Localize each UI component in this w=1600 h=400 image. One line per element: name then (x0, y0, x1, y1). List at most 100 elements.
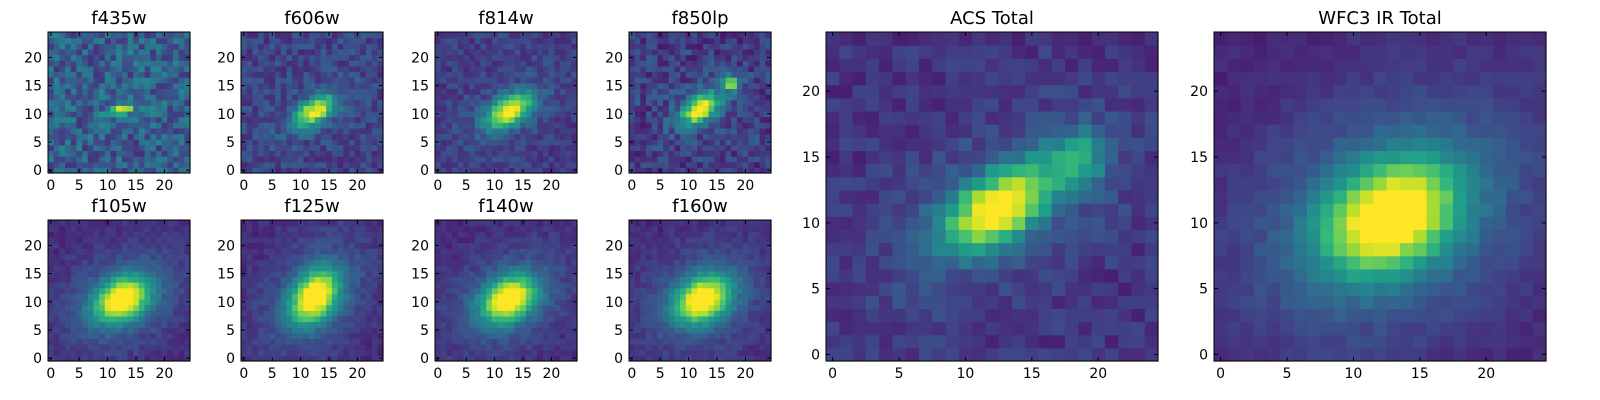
heatmap-cell (514, 321, 521, 328)
heatmap-cell (252, 327, 259, 334)
heatmap-cell (497, 150, 504, 157)
heatmap-cell (377, 282, 384, 289)
heatmap-cell (178, 88, 185, 95)
x-tick-label: 5 (462, 178, 471, 194)
heatmap-cell (491, 327, 499, 334)
heatmap-cell (759, 99, 766, 106)
heatmap-cell (121, 156, 129, 163)
heatmap-cell (629, 332, 636, 340)
heatmap-cell (646, 304, 653, 311)
heatmap-cell (320, 231, 327, 238)
heatmap-cell (736, 77, 744, 84)
heatmap-cell (542, 144, 550, 152)
heatmap-cell (150, 349, 157, 356)
heatmap-cell (457, 105, 464, 112)
heatmap-cell (446, 43, 453, 50)
heatmap-cell (263, 315, 270, 323)
heatmap-cell (748, 82, 755, 89)
heatmap-cell (314, 298, 322, 306)
heatmap-cell (246, 349, 253, 356)
heatmap-cell (565, 282, 572, 289)
heatmap-cell (629, 127, 636, 135)
heatmap-cell (76, 349, 83, 356)
heatmap-cell (144, 236, 151, 244)
heatmap-cell (348, 225, 356, 232)
heatmap-cell (548, 242, 555, 249)
heatmap-cell (155, 150, 163, 157)
heatmap-cell (634, 43, 641, 50)
heatmap-cell (714, 287, 721, 294)
heatmap-cell (554, 287, 561, 294)
heatmap-cell (486, 298, 493, 306)
heatmap-cell (269, 77, 276, 84)
heatmap-cell (697, 122, 704, 129)
heatmap-cell (548, 161, 555, 168)
heatmap-cell (343, 327, 350, 334)
heatmap-cell (708, 139, 715, 146)
heatmap-cell (138, 270, 146, 277)
heatmap-cell (99, 248, 106, 255)
heatmap-cell (525, 71, 533, 78)
heatmap-cell (99, 253, 106, 261)
heatmap-cell (377, 105, 384, 112)
heatmap-cell (371, 54, 378, 61)
heatmap-cell (531, 248, 538, 255)
heatmap-cell (759, 88, 766, 95)
heatmap-cell (708, 82, 715, 89)
heatmap-cell (48, 105, 55, 112)
heatmap-cell (360, 242, 367, 249)
heatmap-cell (640, 65, 647, 73)
heatmap-cell (508, 48, 516, 56)
heatmap-cell (748, 71, 755, 78)
heatmap-cell (297, 88, 305, 95)
heatmap-cell (497, 276, 504, 283)
heatmap-cell (520, 150, 527, 157)
heatmap-cell (702, 65, 710, 73)
heatmap-cell (59, 71, 66, 78)
heatmap-cell (640, 77, 647, 84)
heatmap-cell (110, 287, 117, 294)
heatmap-cell (542, 355, 550, 362)
heatmap-cell (263, 167, 270, 174)
heatmap-cell (491, 161, 499, 168)
heatmap-cell (155, 60, 163, 67)
heatmap-cell (548, 287, 555, 294)
heatmap-cell (59, 310, 66, 317)
heatmap-cell (133, 94, 140, 101)
heatmap-cell (537, 82, 544, 89)
heatmap-cell (542, 293, 550, 300)
heatmap-cell (486, 310, 493, 317)
heatmap-cell (121, 32, 129, 39)
heatmap-cell (286, 65, 293, 73)
heatmap-cell (463, 99, 470, 106)
heatmap-cell (554, 127, 561, 135)
heatmap-cell (127, 54, 134, 61)
heatmap-cell (104, 315, 112, 323)
heatmap-cell (354, 344, 361, 351)
heatmap-cell (565, 287, 572, 294)
heatmap-cell (87, 161, 95, 168)
heatmap-cell (292, 48, 299, 56)
heatmap-cell (280, 282, 288, 289)
heatmap-cell (520, 94, 527, 101)
heatmap-cell (542, 60, 550, 67)
heatmap-cell (167, 116, 174, 123)
heatmap-cell (440, 144, 447, 152)
heatmap-cell (269, 310, 276, 317)
heatmap-cell (371, 156, 378, 163)
heatmap-cell (446, 94, 453, 101)
heatmap-cell (548, 344, 555, 351)
heatmap-cell (53, 332, 60, 340)
heatmap-cell (452, 127, 459, 135)
heatmap-cell (697, 133, 704, 140)
heatmap-cell (491, 332, 499, 340)
heatmap-cell (280, 77, 288, 84)
heatmap-cell (497, 259, 504, 266)
heatmap-cell (719, 287, 727, 294)
heatmap-cell (634, 276, 641, 283)
heatmap-cell (263, 248, 270, 255)
heatmap-cell (178, 105, 185, 112)
x-tick-label: 5 (462, 366, 471, 382)
heatmap-cell (87, 259, 95, 266)
heatmap-cell (326, 116, 333, 123)
